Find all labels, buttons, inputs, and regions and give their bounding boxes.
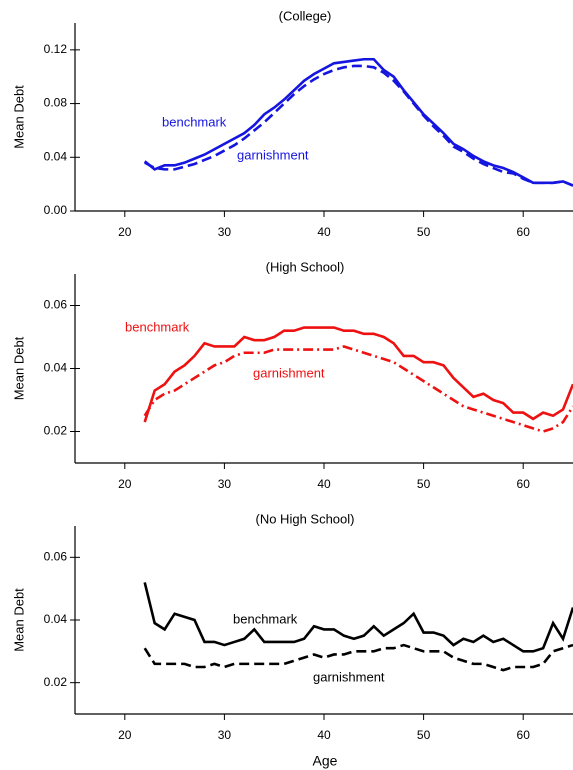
panel-title: (High School) <box>266 259 345 274</box>
series-label: benchmark <box>233 611 298 626</box>
y-tick-label: 0.06 <box>44 550 68 564</box>
series-line <box>144 64 573 187</box>
series-label: garnishment <box>313 669 385 684</box>
x-axis-label: Age <box>313 753 338 769</box>
x-tick-label: 50 <box>417 225 431 239</box>
y-tick-label: 0.08 <box>44 96 68 110</box>
series-label: benchmark <box>125 319 190 334</box>
x-tick-label: 50 <box>417 477 431 491</box>
x-tick-label: 60 <box>517 225 531 239</box>
x-tick-label: 20 <box>118 728 132 742</box>
series-line <box>143 57 573 187</box>
y-axis-label: Mean Debt <box>11 588 26 652</box>
y-tick-label: 0.06 <box>44 298 68 312</box>
panel-title: (No High School) <box>256 511 355 526</box>
x-tick-label: 60 <box>517 728 531 742</box>
x-tick-label: 50 <box>417 728 431 742</box>
y-tick-label: 0.04 <box>44 361 68 375</box>
x-tick-label: 60 <box>517 477 531 491</box>
series-line <box>143 643 573 672</box>
y-tick-label: 0.00 <box>44 203 68 217</box>
series-line <box>143 345 573 433</box>
x-tick-label: 30 <box>218 225 232 239</box>
y-tick-label: 0.12 <box>44 42 68 56</box>
series-line <box>143 326 573 423</box>
x-tick-label: 30 <box>218 728 232 742</box>
y-axis-label: Mean Debt <box>11 85 26 149</box>
series-label: garnishment <box>237 147 309 162</box>
x-tick-label: 20 <box>118 225 132 239</box>
y-tick-label: 0.02 <box>44 675 68 689</box>
x-tick-label: 20 <box>118 477 132 491</box>
x-tick-label: 40 <box>317 728 331 742</box>
series-label: benchmark <box>162 114 227 129</box>
series-label: garnishment <box>253 365 325 380</box>
y-tick-label: 0.04 <box>44 149 68 163</box>
y-tick-label: 0.02 <box>44 424 68 438</box>
x-tick-label: 40 <box>317 225 331 239</box>
y-axis-label: Mean Debt <box>11 336 26 400</box>
x-tick-label: 30 <box>218 477 232 491</box>
y-tick-label: 0.04 <box>44 612 68 626</box>
series-line <box>143 582 573 653</box>
x-tick-label: 40 <box>317 477 331 491</box>
panel-title: (College) <box>279 8 332 23</box>
